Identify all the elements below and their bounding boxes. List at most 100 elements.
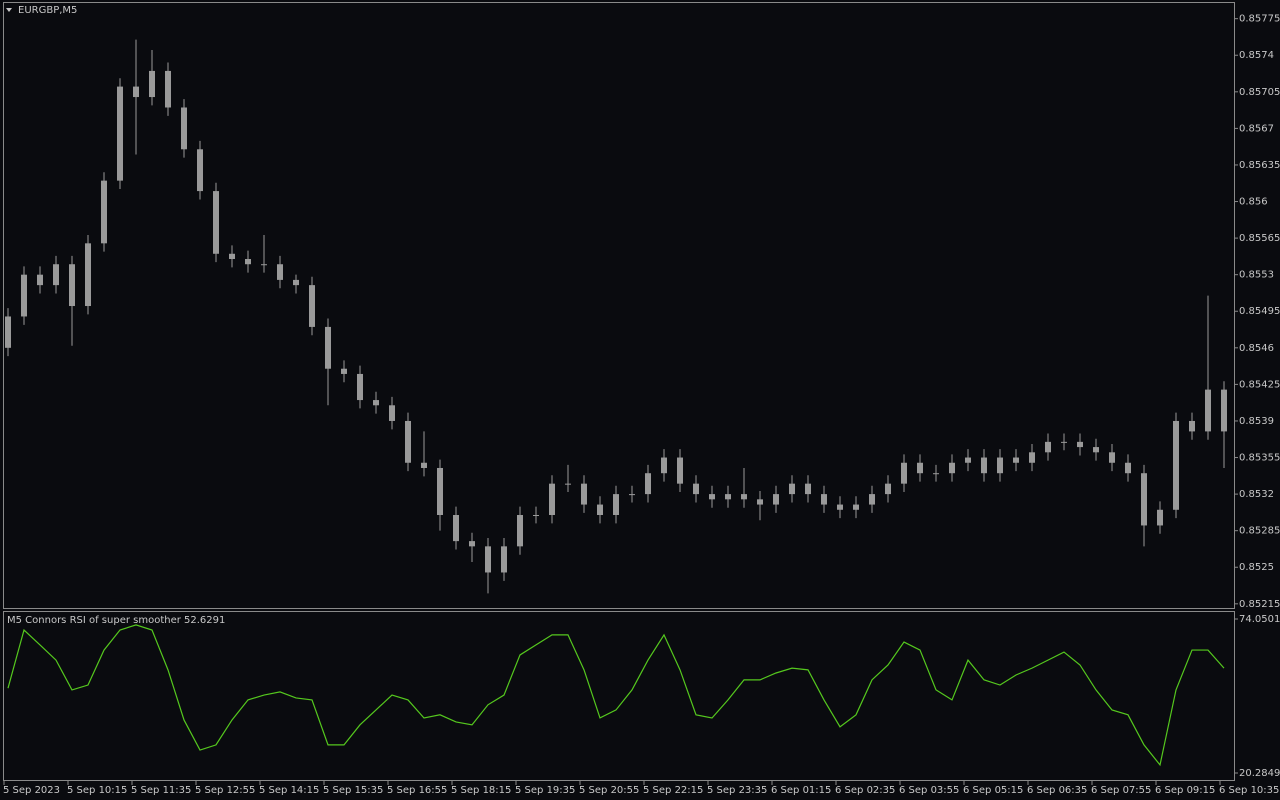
candle-body [501,546,507,573]
candle-body [133,86,139,98]
indicator-title: M5 Connors RSI of super smoother 52.6291 [7,615,225,626]
candle-body [805,483,811,495]
candle-body [837,504,843,510]
candle-body [405,420,411,463]
y-tick-label: 0.8574 [1239,50,1274,61]
candle-body [549,483,555,516]
candle-body [661,457,667,474]
candle-body [1173,420,1179,510]
candle-body [581,483,587,505]
candle-body [565,483,571,485]
candle-body [213,191,219,254]
x-tick-label: 6 Sep 06:35 [1027,785,1087,796]
candle-body [1013,457,1019,463]
candle-body [1125,462,1131,474]
x-tick-label: 6 Sep 07:55 [1091,785,1151,796]
y-tick-label: 0.85355 [1239,453,1280,464]
y-tick-label: 0.85285 [1239,526,1280,537]
candle-body [5,316,11,348]
candle-body [741,494,747,500]
candle-body [245,259,251,265]
candle-body [101,180,107,244]
candle-body [709,494,715,500]
x-tick-label: 6 Sep 05:15 [963,785,1023,796]
y-tick-label: 74.0501 [1239,614,1280,625]
candle-body [21,274,27,317]
x-tick-label: 6 Sep 09:15 [1155,785,1215,796]
candle-body [69,264,75,307]
candle-body [437,467,443,516]
candle-body [693,483,699,495]
candle-body [469,541,475,547]
y-tick-label: 20.2849 [1239,768,1280,779]
y-tick-label: 0.85705 [1239,87,1280,98]
x-tick-label: 5 Sep 22:15 [643,785,703,796]
x-tick-label: 5 Sep 12:55 [195,785,255,796]
candle-body [117,86,123,181]
y-tick-label: 0.856 [1239,197,1268,208]
indicator-line [7,624,1225,767]
candle-body [901,462,907,484]
candle-body [293,279,299,286]
x-tick-label: 5 Sep 10:15 [67,785,127,796]
candle-body [965,457,971,463]
candle-body [821,494,827,505]
candle-body [261,264,267,266]
candle-body [1029,452,1035,463]
symbol-menu-arrow[interactable] [6,8,12,12]
candle-body [421,462,427,468]
candle-body [853,504,859,510]
candle-body [85,243,91,307]
x-tick-label: 6 Sep 02:35 [835,785,895,796]
x-tick-label: 5 Sep 20:55 [579,785,639,796]
candle-body [917,462,923,474]
y-tick-label: 0.85215 [1239,599,1280,610]
candle-body [197,149,203,192]
candle-body [629,494,635,496]
candle-body [933,473,939,475]
candle-body [1221,389,1227,432]
candle-body [485,546,491,573]
x-tick-label: 6 Sep 10:35 [1219,785,1279,796]
candle-body [165,70,171,108]
candle-body [885,483,891,495]
y-tick-label: 0.8546 [1239,343,1274,354]
candle-body [517,515,523,547]
candle-body [1077,441,1083,448]
candle-body [1205,389,1211,432]
y-tick-label: 0.8525 [1239,562,1274,573]
candle-body [1109,452,1115,463]
candle-body [373,400,379,406]
candle-body [949,462,955,474]
y-tick-label: 0.85775 [1239,14,1280,25]
candle-body [37,274,43,286]
candle-body [181,107,187,150]
y-tick-label: 0.8567 [1239,123,1274,134]
candle-body [1061,441,1067,443]
main-pane [3,2,1235,609]
x-tick-label: 5 Sep 2023 [3,785,60,796]
x-tick-label: 5 Sep 19:35 [515,785,575,796]
candle-body [997,457,1003,474]
candle-body [533,515,539,517]
candle-body [277,264,283,280]
y-tick-label: 0.85425 [1239,379,1280,390]
x-tick-label: 5 Sep 23:35 [707,785,767,796]
x-tick-label: 5 Sep 14:15 [259,785,319,796]
candle-body [309,285,315,327]
y-tick-label: 0.8532 [1239,489,1274,500]
candle-body [869,494,875,505]
candle-body [229,253,235,260]
candle-body [677,457,683,484]
y-tick-label: 0.85635 [1239,160,1280,171]
x-tick-label: 5 Sep 18:15 [451,785,511,796]
indicator-pane [3,611,1235,781]
candle-body [357,373,363,401]
y-tick-label: 0.8539 [1239,416,1274,427]
candle-body [597,504,603,516]
x-tick-label: 5 Sep 11:35 [131,785,191,796]
candle-body [149,70,155,98]
candle-body [789,483,795,495]
